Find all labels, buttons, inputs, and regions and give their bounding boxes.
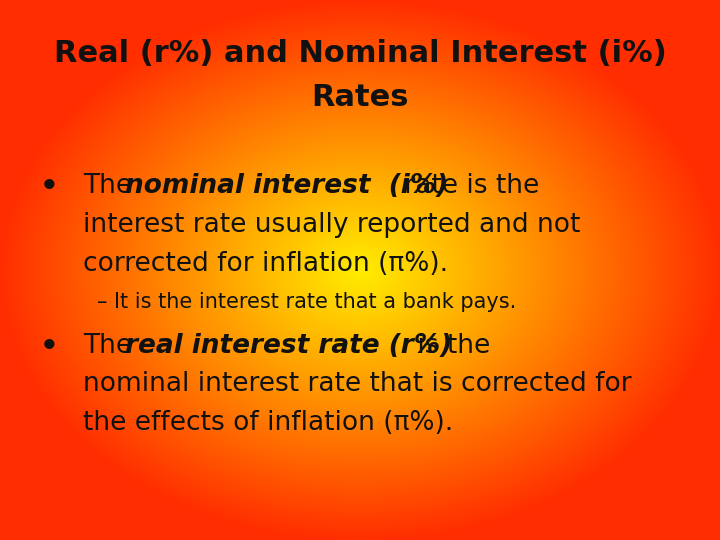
Text: •: • — [40, 173, 58, 201]
Text: •: • — [40, 333, 58, 361]
Text: The: The — [83, 173, 140, 199]
Text: – It is the interest rate that a bank pays.: – It is the interest rate that a bank pa… — [97, 292, 516, 312]
Text: rate is the: rate is the — [396, 173, 539, 199]
Text: nominal interest  (i%): nominal interest (i%) — [125, 173, 448, 199]
Text: real interest rate (r%): real interest rate (r%) — [125, 333, 451, 359]
Text: interest rate usually reported and not: interest rate usually reported and not — [83, 212, 580, 238]
Text: is the: is the — [409, 333, 490, 359]
Text: Real (r%) and Nominal Interest (i%): Real (r%) and Nominal Interest (i%) — [53, 39, 667, 69]
Text: Rates: Rates — [311, 83, 409, 112]
Text: The: The — [83, 333, 140, 359]
Text: the effects of inflation (π%).: the effects of inflation (π%). — [83, 410, 453, 436]
Text: corrected for inflation (π%).: corrected for inflation (π%). — [83, 251, 448, 276]
Text: nominal interest rate that is corrected for: nominal interest rate that is corrected … — [83, 372, 631, 397]
